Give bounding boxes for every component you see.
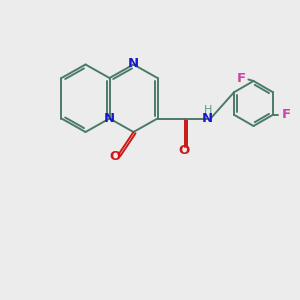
Text: F: F bbox=[236, 71, 245, 85]
Text: N: N bbox=[202, 112, 213, 125]
Text: O: O bbox=[109, 150, 121, 163]
Text: N: N bbox=[128, 56, 139, 70]
Text: F: F bbox=[282, 108, 291, 121]
Text: N: N bbox=[103, 112, 115, 125]
Text: O: O bbox=[178, 144, 190, 157]
Text: H: H bbox=[203, 105, 212, 115]
